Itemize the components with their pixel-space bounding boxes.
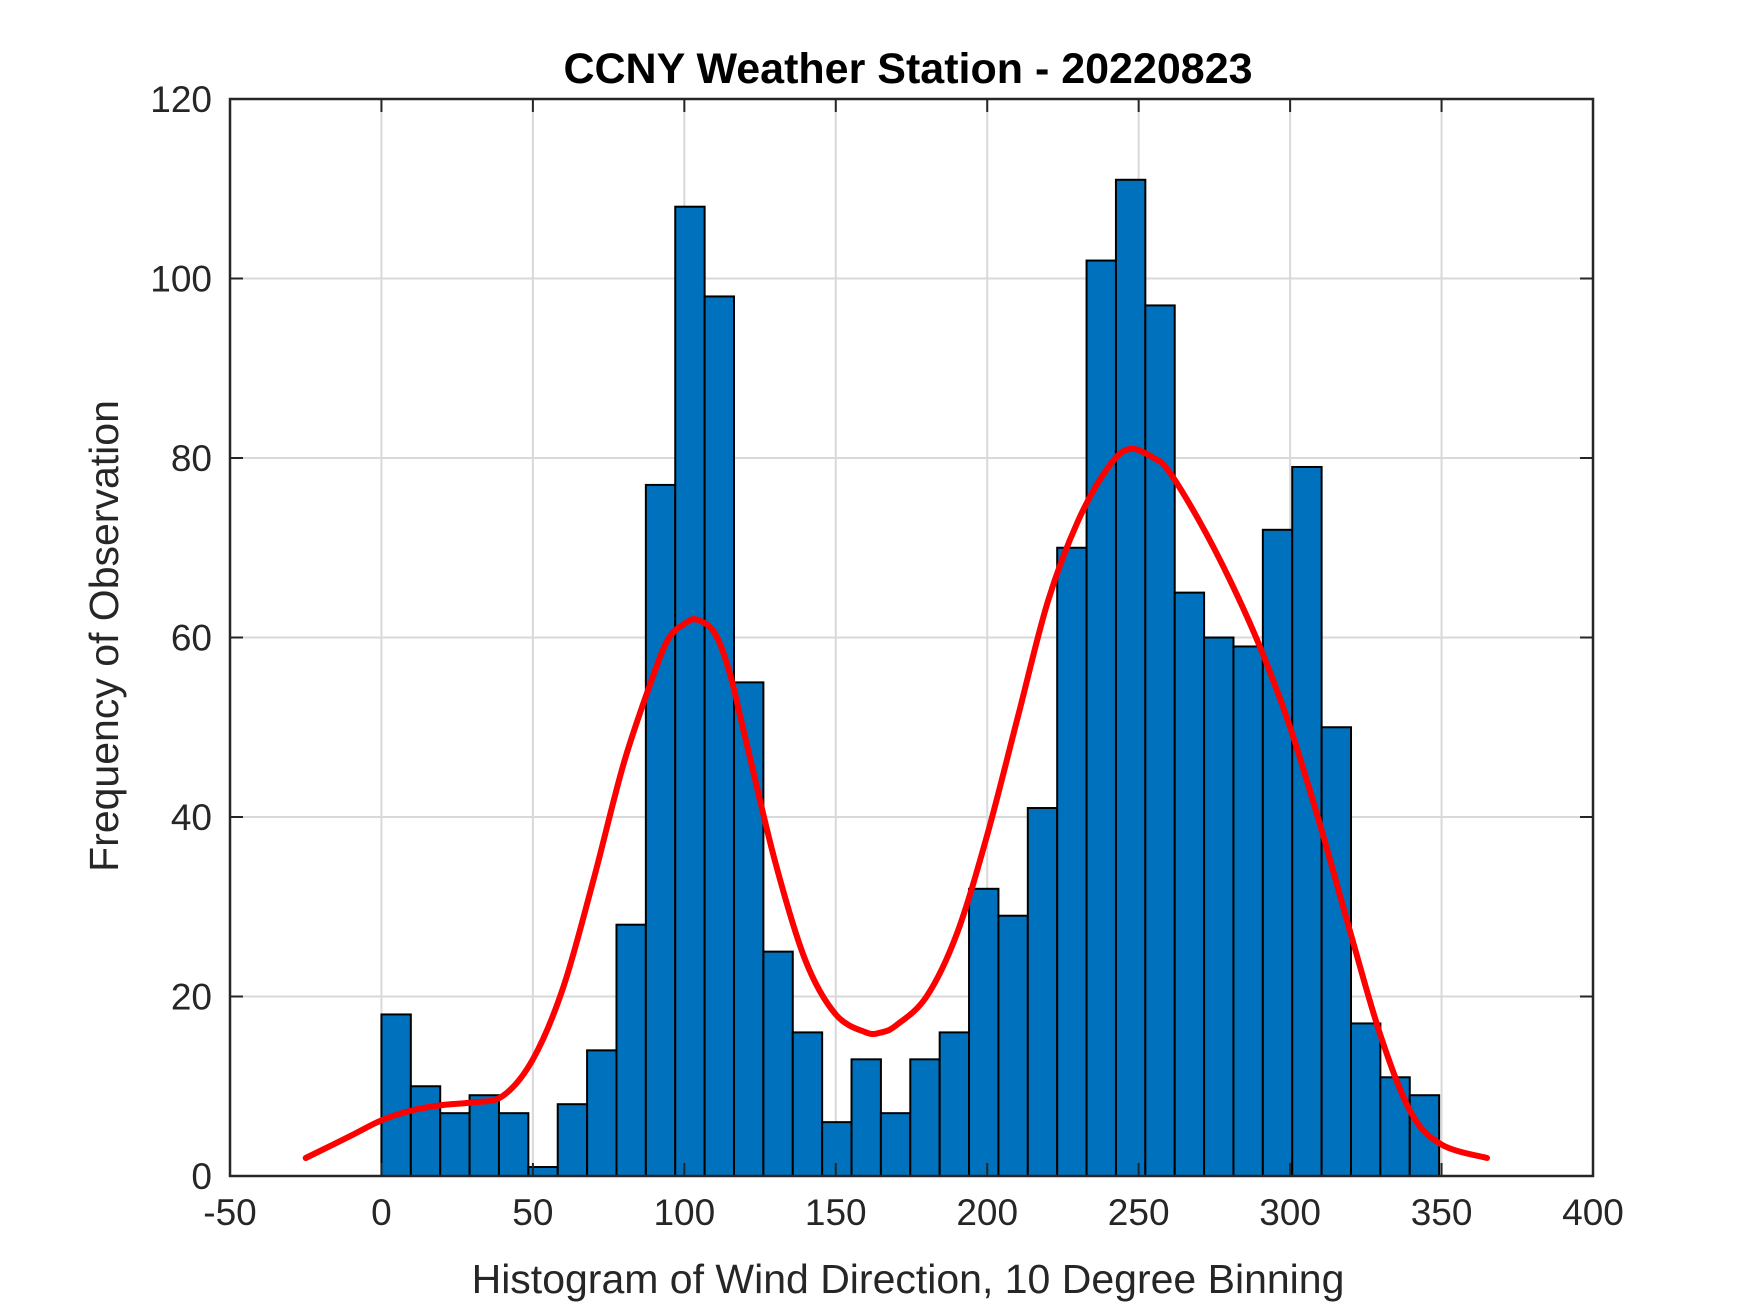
x-tick-label: 350 [1411, 1192, 1473, 1233]
histogram-bar [644, 483, 677, 1177]
histogram-bar [850, 1058, 882, 1177]
x-tick-label: 400 [1562, 1192, 1624, 1233]
histogram-bar [703, 295, 736, 1177]
histogram-bar [615, 923, 647, 1178]
x-tick-label: 200 [956, 1192, 1018, 1233]
x-tick-label: 250 [1108, 1192, 1170, 1233]
y-tick-label: 60 [171, 618, 212, 659]
histogram-bar [997, 914, 1029, 1177]
y-tick-label: 0 [191, 1156, 212, 1197]
histogram-bar [1056, 546, 1088, 1177]
x-tick-label: 150 [805, 1192, 867, 1233]
histogram-bar [380, 1013, 412, 1178]
histogram-bar [1114, 178, 1147, 1177]
histogram-bar [1232, 645, 1264, 1177]
y-tick-label: 40 [171, 797, 212, 838]
x-tick-label: 300 [1259, 1192, 1321, 1233]
x-tick-label: 100 [653, 1192, 715, 1233]
y-axis-label: Frequency of Observation [81, 400, 127, 872]
histogram-bar [1173, 591, 1206, 1177]
y-tick-label: 20 [171, 977, 212, 1018]
histogram-bar [1261, 528, 1294, 1177]
histogram-bar [1085, 259, 1117, 1177]
x-axis-label: Histogram of Wind Direction, 10 Degree B… [472, 1256, 1345, 1302]
histogram-bar [409, 1085, 442, 1177]
x-tick-label: -50 [203, 1192, 256, 1233]
x-tick-label: 0 [371, 1192, 392, 1233]
chart-title: CCNY Weather Station - 20220823 [563, 45, 1252, 93]
histogram-bar [1203, 636, 1235, 1177]
y-tick-label: 80 [171, 438, 212, 479]
histogram-bars [380, 178, 1441, 1178]
histogram-bar [1144, 304, 1176, 1177]
histogram-bar [556, 1103, 589, 1177]
y-tick-labels: 0 20 40 60 80 100 120 [150, 79, 212, 1197]
histogram-bar [1320, 726, 1352, 1177]
histogram-bar [762, 950, 794, 1177]
x-tick-label: 50 [512, 1192, 553, 1233]
histogram-bar [497, 1112, 530, 1178]
histogram-bar [674, 205, 706, 1177]
histogram-bar [1379, 1076, 1411, 1178]
histogram-bar [791, 1031, 824, 1178]
histogram-bar [1026, 807, 1059, 1178]
histogram-bar [468, 1094, 500, 1177]
histogram-bar [938, 1031, 971, 1178]
histogram-bar [586, 1049, 618, 1177]
axes-box [228, 97, 1595, 1178]
x-tick-labels: -50 0 50 100 150 200 250 300 350 400 [203, 1192, 1624, 1233]
histogram-bar [909, 1058, 941, 1177]
fitted-density-curve [302, 445, 1490, 1161]
histogram-bar [968, 887, 1000, 1177]
histogram-bar [439, 1112, 471, 1178]
histogram-bar [821, 1121, 853, 1178]
y-tick-label: 100 [150, 259, 212, 300]
histogram-bar [1349, 1022, 1382, 1177]
y-tick-label: 120 [150, 79, 212, 120]
histogram-bar [879, 1112, 912, 1178]
